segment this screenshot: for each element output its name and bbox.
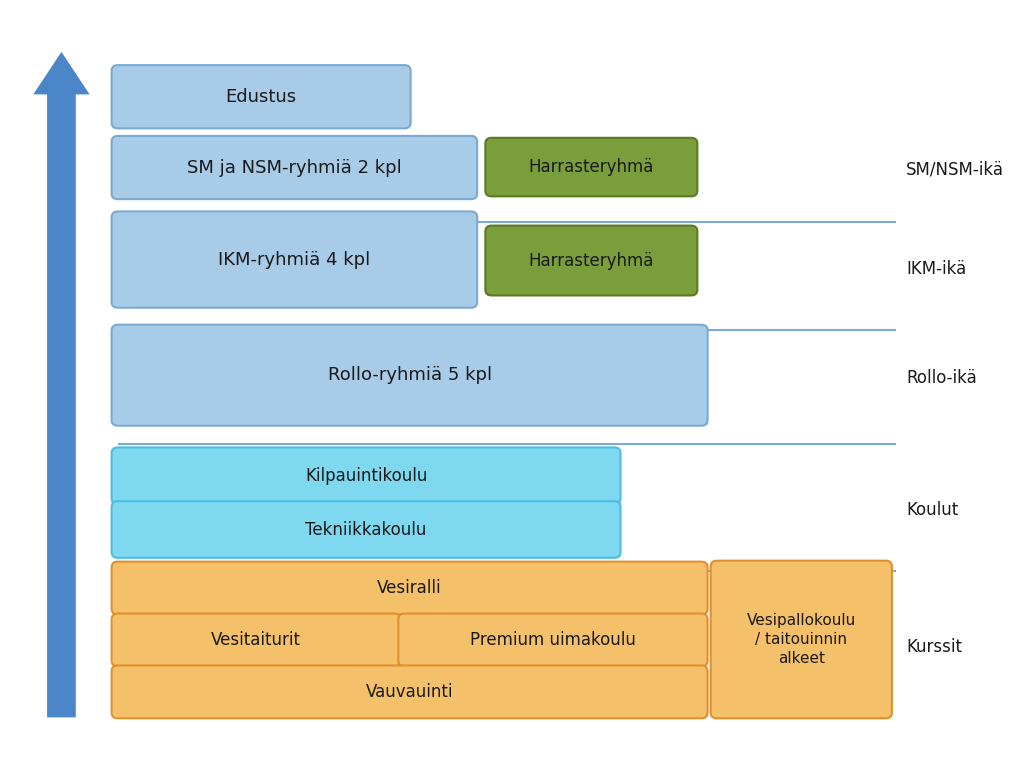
FancyBboxPatch shape — [112, 447, 621, 504]
Text: Kurssit: Kurssit — [906, 638, 963, 656]
FancyBboxPatch shape — [112, 562, 708, 615]
Text: Vesipallokoulu
/ taitouinnin
alkeet: Vesipallokoulu / taitouinnin alkeet — [746, 613, 856, 666]
Text: IKM-ryhmiä 4 kpl: IKM-ryhmiä 4 kpl — [218, 251, 371, 269]
FancyBboxPatch shape — [711, 560, 892, 718]
FancyBboxPatch shape — [112, 502, 621, 558]
Text: Harrasteryhmä: Harrasteryhmä — [528, 252, 654, 269]
Text: Koulut: Koulut — [906, 501, 958, 519]
Text: Rollo-ryhmiä 5 kpl: Rollo-ryhmiä 5 kpl — [328, 366, 492, 384]
Text: Edustus: Edustus — [225, 87, 297, 106]
FancyBboxPatch shape — [398, 614, 708, 666]
FancyBboxPatch shape — [112, 211, 477, 308]
Text: Kilpauintikoulu: Kilpauintikoulu — [305, 467, 427, 485]
Text: Vauvauinti: Vauvauinti — [366, 683, 454, 701]
Text: Vesitaiturit: Vesitaiturit — [211, 631, 301, 649]
FancyBboxPatch shape — [112, 136, 477, 199]
FancyArrow shape — [33, 52, 90, 717]
Text: IKM-ikä: IKM-ikä — [906, 260, 967, 278]
Text: SM ja NSM-ryhmiä 2 kpl: SM ja NSM-ryhmiä 2 kpl — [187, 159, 401, 176]
Text: Harrasteryhmä: Harrasteryhmä — [528, 158, 654, 176]
Text: Premium uimakoulu: Premium uimakoulu — [470, 631, 636, 649]
FancyBboxPatch shape — [485, 225, 697, 296]
FancyBboxPatch shape — [112, 325, 708, 426]
Text: Tekniikkakoulu: Tekniikkakoulu — [305, 521, 427, 539]
Text: SM/NSM-ikä: SM/NSM-ikä — [906, 161, 1005, 179]
Text: Vesiralli: Vesiralli — [377, 579, 442, 597]
FancyBboxPatch shape — [112, 614, 400, 666]
FancyBboxPatch shape — [112, 666, 708, 718]
FancyBboxPatch shape — [112, 65, 411, 128]
Text: Rollo-ikä: Rollo-ikä — [906, 368, 977, 386]
FancyBboxPatch shape — [485, 138, 697, 197]
